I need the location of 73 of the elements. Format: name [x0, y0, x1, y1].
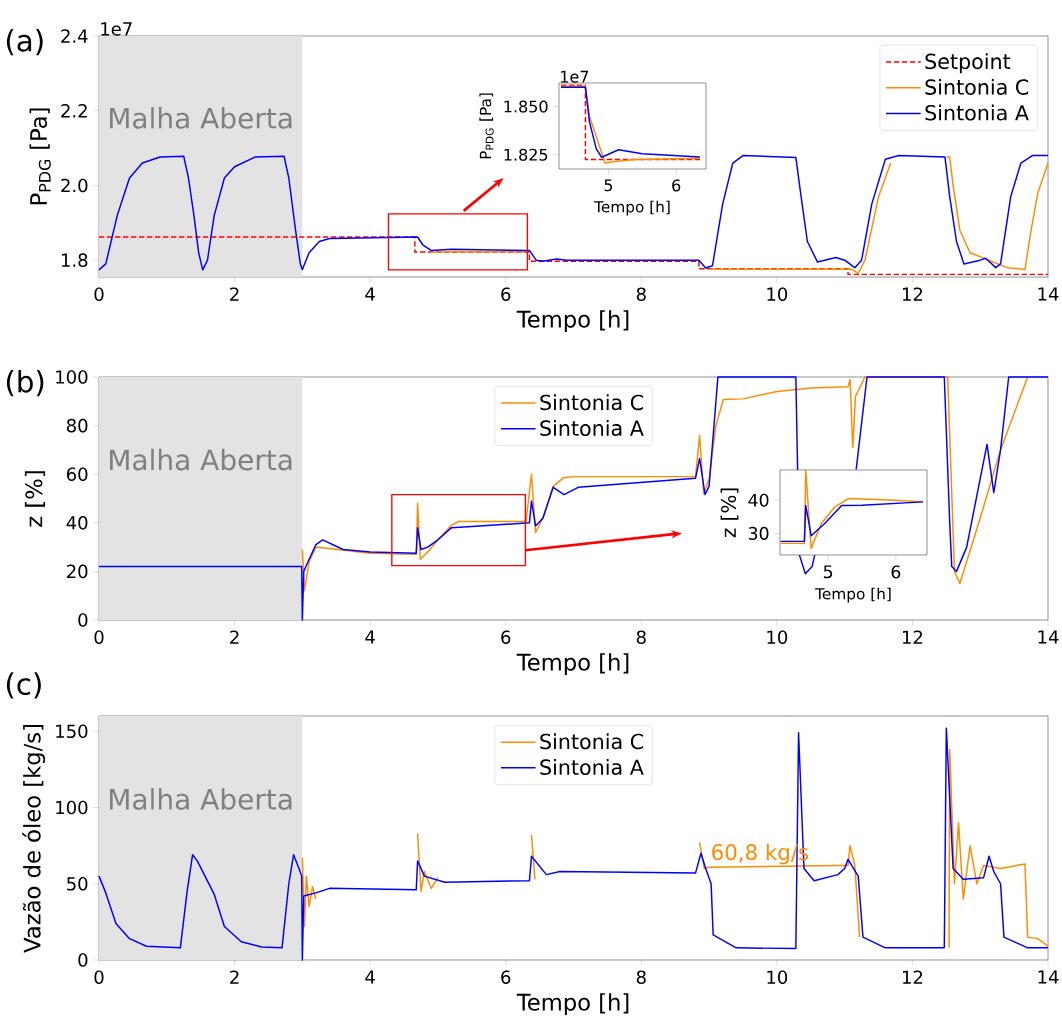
y-tick-label: 80 — [66, 418, 88, 433]
x-tick-label: 8 — [636, 287, 646, 302]
x-tick-label: 2 — [230, 630, 239, 644]
y-tick-label: 2.4 — [61, 29, 88, 43]
x-tick-label: 12 — [902, 630, 923, 644]
y-axis-title: P$_{PDG}$ [Pa] — [29, 108, 51, 205]
legend-label: Sintonia A — [540, 419, 644, 436]
y-tick-label: 0 — [78, 613, 88, 627]
x-tick-label: 14 — [1038, 630, 1059, 644]
x-tick-label: 6 — [672, 179, 681, 192]
band-label: Malha Aberta — [110, 788, 292, 810]
y-tick-label: 60 — [66, 467, 88, 481]
annotation: 1e7 — [561, 70, 589, 83]
x-tick-label: 6 — [501, 630, 511, 645]
legend-label: Setpoint — [925, 53, 1011, 74]
x-tick-label: 8 — [636, 630, 646, 645]
y-tick-label: 1.850 — [504, 100, 548, 113]
legend-label: Sintonia A — [925, 104, 1029, 121]
band-label: Malha Aberta — [110, 448, 292, 471]
legend-label: Sintonia C — [925, 78, 1029, 95]
band-label: Malha Aberta — [110, 107, 292, 129]
x-tick-label: 12 — [902, 287, 923, 301]
x-axis-title: Tempo [h] — [516, 653, 629, 676]
x-tick-label: 4 — [365, 630, 375, 644]
y-axis-title: P$_{PDG}$ [Pa] — [479, 93, 494, 159]
y-tick-label: 150 — [56, 724, 88, 739]
y-tick-label: 0 — [78, 953, 88, 967]
x-tick-label: 6 — [501, 970, 511, 985]
x-tick-label: 6 — [501, 287, 511, 302]
x-axis-title: Tempo [h] — [594, 200, 670, 216]
y-tick-label: 40 — [748, 493, 769, 507]
legend-label: Sintonia A — [540, 759, 644, 775]
x-tick-label: 6 — [891, 565, 901, 579]
y-tick-label: 100 — [56, 800, 88, 815]
y-tick-label: 30 — [748, 526, 769, 540]
x-tick-label: 2 — [230, 970, 239, 984]
y-axis-title: z [%] — [24, 471, 46, 527]
text: (a) — [6, 29, 43, 56]
legend-label: Sintonia C — [540, 733, 644, 750]
y-tick-label: 2.0 — [61, 178, 88, 193]
x-tick-label: 14 — [1038, 970, 1059, 984]
y-tick-label: 100 — [56, 370, 88, 384]
x-tick-label: 5 — [604, 179, 613, 192]
y-axis-title: z [%] — [720, 488, 739, 538]
x-tick-label: 0 — [94, 970, 104, 985]
text: (b) — [6, 369, 44, 397]
x-tick-label: 12 — [902, 970, 923, 984]
line-series — [98, 727, 1049, 961]
y-axis-title: Vazão de óleo [kg/s] — [22, 725, 46, 953]
x-axis-title: Tempo [h] — [516, 310, 629, 333]
x-tick-label: 5 — [823, 565, 833, 579]
x-tick-label: 0 — [94, 287, 104, 302]
y-tick-label: 2.2 — [61, 104, 87, 118]
x-tick-label: 10 — [767, 630, 788, 645]
text: (c) — [6, 672, 41, 699]
text: 1e7 — [101, 22, 132, 36]
x-tick-label: 10 — [767, 970, 788, 985]
y-tick-label: 40 — [66, 515, 88, 530]
x-tick-label: 4 — [365, 287, 375, 301]
x-tick-label: 8 — [636, 970, 646, 985]
x-tick-label: 4 — [365, 970, 375, 984]
x-axis-title: Tempo [h] — [815, 587, 891, 603]
y-tick-label: 50 — [67, 876, 88, 891]
x-tick-label: 14 — [1038, 287, 1059, 301]
y-tick-label: 1.8 — [61, 253, 88, 267]
x-tick-label: 0 — [94, 630, 104, 645]
line-series — [779, 501, 924, 543]
x-tick-label: 10 — [767, 287, 788, 302]
legend-label: Sintonia C — [540, 394, 644, 411]
y-tick-label: 20 — [67, 564, 88, 579]
x-axis-title: Tempo [h] — [516, 993, 629, 1016]
y-tick-label: 1.825 — [504, 148, 548, 161]
x-tick-label: 2 — [230, 287, 239, 301]
